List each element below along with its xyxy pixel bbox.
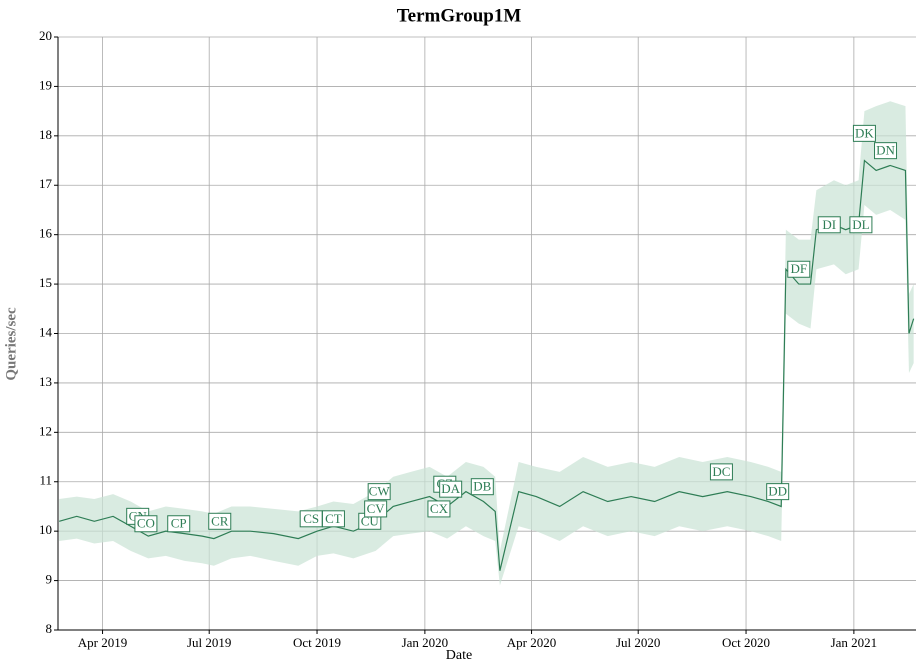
x-tick-label: Jul 2019 (187, 635, 231, 650)
annotation: DB (470, 478, 494, 496)
annotation-label: DL (852, 217, 869, 232)
annotation-box (852, 124, 876, 142)
x-axis-label: Date (446, 648, 472, 661)
annotation: CX (427, 500, 451, 518)
annotation-label: CV (367, 501, 386, 516)
y-tick-label: 13 (39, 374, 52, 389)
annotation-box (439, 480, 463, 498)
y-tick-label: 10 (39, 522, 52, 537)
y-tick-label: 19 (39, 77, 52, 92)
annotation-label: CO (137, 516, 155, 531)
annotation-box (849, 216, 873, 234)
annotation: DN (874, 142, 898, 160)
annotation-box (709, 463, 733, 481)
annotation-box (787, 260, 811, 278)
annotation: CV (364, 500, 388, 518)
annotation: DF (787, 260, 811, 278)
y-tick-label: 15 (39, 275, 52, 290)
annotation-box (470, 478, 494, 496)
y-tick-label: 14 (39, 324, 53, 339)
annotation-box (766, 483, 790, 501)
annotation-box (874, 142, 898, 160)
annotation: DD (766, 483, 790, 501)
annotation-label: CP (171, 516, 187, 531)
annotation-box (367, 483, 391, 501)
y-axis-label: Queries/sec (3, 307, 19, 381)
x-tick-label: Jan 2020 (402, 635, 449, 650)
annotation-label: DA (441, 481, 460, 496)
annotation-label: CS (303, 511, 319, 526)
y-tick-label: 20 (39, 28, 52, 43)
annotation-label: CT (325, 511, 342, 526)
annotation-label: DK (855, 125, 874, 140)
annotation: CS (299, 510, 323, 528)
annotation-label: CW (369, 484, 391, 499)
annotation: DL (849, 216, 873, 234)
annotation: DI (817, 216, 841, 234)
confidence-band (59, 101, 914, 586)
annotation: DK (852, 124, 876, 142)
annotation: CO (134, 515, 158, 533)
y-tick-label: 11 (39, 473, 52, 488)
annotation: CW (367, 483, 391, 501)
y-tick-label: 18 (39, 127, 52, 142)
annotation-box (427, 500, 451, 518)
annotation: CT (321, 510, 345, 528)
annotation-label: DC (712, 464, 730, 479)
x-tick-label: Oct 2019 (293, 635, 341, 650)
annotation-label: DB (473, 479, 491, 494)
annotation-box (364, 500, 388, 518)
x-tick-label: Jul 2020 (616, 635, 660, 650)
annotation-box (167, 515, 191, 533)
annotation: CP (167, 515, 191, 533)
x-tick-label: Apr 2019 (78, 635, 127, 650)
y-tick-label: 8 (46, 621, 53, 636)
annotation: CR (208, 512, 232, 530)
annotation: DC (709, 463, 733, 481)
chart-title: TermGroup1M (397, 5, 522, 26)
y-tick-label: 9 (46, 572, 53, 587)
annotation-box (208, 512, 232, 530)
annotation: DA (439, 480, 463, 498)
y-tick-label: 16 (39, 226, 53, 241)
annotation-label: DN (876, 143, 895, 158)
annotation-label: DI (822, 217, 836, 232)
x-tick-label: Oct 2020 (722, 635, 770, 650)
y-tick-label: 17 (39, 176, 53, 191)
annotation-label: DF (790, 261, 807, 276)
x-tick-label: Jan 2021 (831, 635, 878, 650)
annotation-box (134, 515, 158, 533)
annotation-label: CR (211, 513, 229, 528)
x-tick-label: Apr 2020 (507, 635, 556, 650)
annotation-label: DD (768, 484, 787, 499)
annotation-label: CX (430, 501, 449, 516)
y-tick-label: 12 (39, 423, 52, 438)
annotation-box (817, 216, 841, 234)
annotation-box (321, 510, 345, 528)
